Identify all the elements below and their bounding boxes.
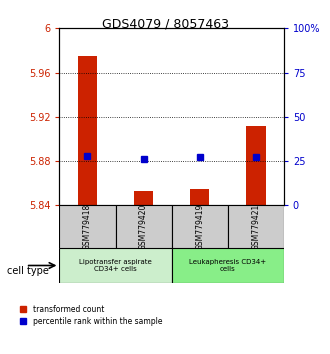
Text: cell type: cell type	[7, 266, 49, 276]
Text: GSM779419: GSM779419	[195, 203, 204, 250]
FancyBboxPatch shape	[172, 248, 284, 283]
Text: GSM779420: GSM779420	[139, 203, 148, 250]
Bar	[246, 126, 266, 205]
Text: Leukapheresis CD34+
cells: Leukapheresis CD34+ cells	[189, 259, 266, 272]
FancyBboxPatch shape	[115, 205, 172, 248]
Bar	[190, 189, 210, 205]
Bar	[134, 191, 153, 205]
Text: GDS4079 / 8057463: GDS4079 / 8057463	[102, 18, 228, 31]
FancyBboxPatch shape	[59, 248, 172, 283]
Bar	[78, 56, 97, 205]
FancyBboxPatch shape	[228, 205, 284, 248]
Text: GSM779421: GSM779421	[251, 204, 260, 250]
FancyBboxPatch shape	[172, 205, 228, 248]
Legend: transformed count, percentile rank within the sample: transformed count, percentile rank withi…	[20, 305, 162, 326]
Text: GSM779418: GSM779418	[83, 204, 92, 250]
Text: Lipotransfer aspirate
CD34+ cells: Lipotransfer aspirate CD34+ cells	[79, 259, 152, 272]
FancyBboxPatch shape	[59, 205, 116, 248]
